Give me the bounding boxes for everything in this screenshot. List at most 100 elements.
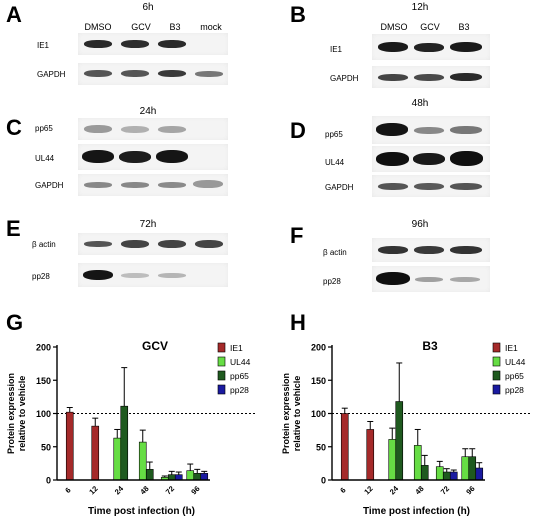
condition-b3-a: B3 (169, 22, 181, 32)
x-axis-label: Time post infection (h) (88, 506, 195, 517)
bar-pp28-96 (200, 473, 209, 481)
bar-pp28-72 (174, 474, 183, 481)
band (376, 272, 410, 285)
band (83, 270, 113, 280)
chart-title: B3 (422, 339, 438, 353)
y-tick-label-200: 200 (311, 343, 326, 353)
chart-gcv: 6 12 24 48 72 96 0 50 100 150 200 GCV Protein expres… (6, 339, 255, 517)
blot-gapdh-6h (78, 63, 228, 85)
band (450, 246, 482, 254)
time-label-6h: 6h (142, 2, 154, 13)
band (158, 182, 186, 188)
legend-label-pp65: pp65 (230, 371, 249, 381)
band (414, 183, 444, 190)
bar-pp65-24 (395, 401, 404, 481)
band (158, 70, 186, 77)
x-tick-label-6: 6 (63, 486, 72, 495)
row-label-gapdh-b: GAPDH (330, 74, 359, 83)
band (84, 125, 112, 133)
legend-swatch-pp65 (492, 370, 501, 381)
legend-label-pp28: pp28 (505, 385, 524, 395)
blot-pp28-96h (372, 266, 490, 292)
band (121, 240, 149, 248)
band (156, 150, 188, 163)
band (450, 126, 482, 134)
bar-pp65-72 (167, 474, 176, 481)
band (193, 180, 223, 188)
blot-pp65-48h (372, 116, 490, 144)
band (84, 70, 112, 77)
x-tick-label-72: 72 (439, 484, 451, 496)
row-label-ul44-c: UL44 (35, 154, 55, 163)
bar-pp65-96 (468, 456, 477, 481)
row-label-ie1-a: IE1 (37, 41, 50, 50)
x-tick-label-6: 6 (338, 486, 347, 495)
band (121, 273, 149, 278)
legend-label-pp65: pp65 (505, 371, 524, 381)
row-label-gapdh-d: GAPDH (325, 183, 354, 192)
x-tick-label-24: 24 (388, 484, 401, 497)
blot-ie1-12h (372, 34, 490, 60)
time-label-24h: 24h (139, 106, 157, 117)
band (450, 42, 482, 52)
band (415, 277, 443, 282)
band (378, 246, 408, 254)
panel-label-b: B (290, 2, 306, 27)
legend-label-ul44: UL44 (505, 357, 526, 367)
legend-swatch-pp65 (217, 370, 226, 381)
blot-beta-actin-96h (372, 238, 490, 262)
bar-ul44-48 (138, 441, 147, 481)
band (450, 73, 482, 81)
band (84, 40, 112, 48)
bar-pp28-96 (475, 467, 484, 481)
bar-ul44-24 (388, 439, 397, 481)
bar-pp65-72 (442, 471, 451, 481)
blot-gapdh-48h (372, 175, 490, 197)
x-tick-label-96: 96 (464, 484, 476, 496)
y-tick-label-200: 200 (36, 343, 51, 353)
band (158, 273, 186, 278)
y-axis-label-line2: relative to vehicle (292, 376, 302, 452)
bar-ul44-24 (113, 437, 122, 481)
bar-pp65-48 (145, 469, 154, 481)
legend-swatch-ul44 (492, 356, 501, 367)
band (414, 246, 444, 254)
blot-pp65-24h (78, 118, 228, 140)
time-label-12h: 12h (411, 2, 429, 13)
blot-gapdh-24h (78, 174, 228, 196)
row-label-pp65-c: pp65 (35, 124, 53, 133)
band (376, 152, 409, 166)
band (84, 182, 112, 188)
panel-label-a: A (6, 2, 22, 27)
blot-gapdh-12h (372, 66, 490, 88)
blot-ul44-48h (372, 146, 490, 172)
bar-pp65-48 (420, 465, 429, 481)
x-tick-label-48: 48 (413, 484, 425, 496)
panel-label-c: C (6, 115, 22, 140)
legend-swatch-ul44 (217, 356, 226, 367)
row-label-pp65-d: pp65 (325, 130, 343, 139)
y-tick-label-50: 50 (41, 442, 51, 452)
band (414, 43, 444, 52)
y-tick-label-0: 0 (46, 476, 51, 486)
y-axis-label-line2: relative to vehicle (17, 376, 27, 452)
legend-swatch-ie1 (492, 342, 501, 353)
time-label-72h: 72h (139, 219, 157, 230)
y-tick-label-0: 0 (321, 476, 326, 486)
row-label-pp28-f: pp28 (323, 277, 341, 286)
band (158, 40, 186, 48)
bar-pp65-96 (193, 473, 202, 481)
band (195, 71, 223, 77)
blot-beta-actin-72h (78, 233, 228, 255)
band (414, 74, 444, 81)
row-label-beta-actin-e: β actin (32, 240, 56, 249)
row-label-gapdh-a: GAPDH (37, 70, 66, 79)
condition-dmso-a: DMSO (84, 22, 112, 32)
row-label-gapdh-c: GAPDH (35, 181, 64, 190)
band (378, 42, 408, 52)
band (158, 240, 186, 248)
row-label-pp28-e: pp28 (32, 272, 50, 281)
legend-label-ie1: IE1 (505, 343, 518, 353)
x-tick-label-12: 12 (362, 484, 374, 496)
band (121, 70, 149, 77)
